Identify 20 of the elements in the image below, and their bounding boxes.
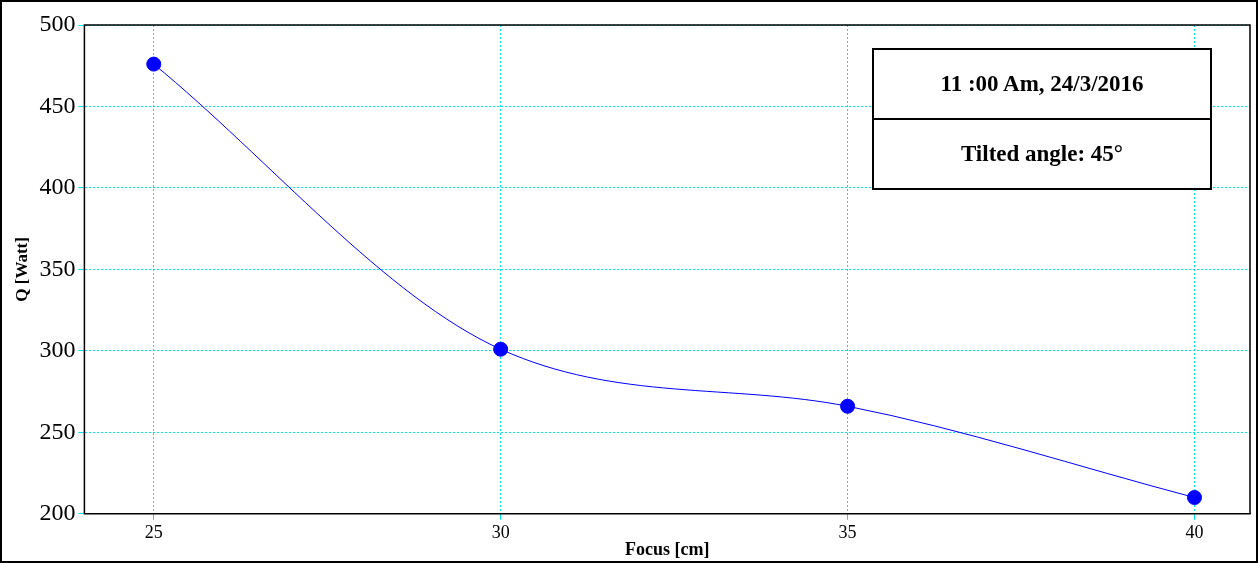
point [493,341,509,357]
x-tick-label: 30 [491,522,510,543]
x-tick-label: 25 [144,522,163,543]
y-tick-label: 500 [39,10,76,37]
y-tick-label: 450 [39,91,76,118]
y-axis-title: Q [Watt] [11,237,31,302]
point [1186,490,1202,506]
annotation: 11 :00 Am, 24/3/2016 [939,70,1145,98]
x-tick-label: 40 [1185,522,1204,543]
point [840,398,856,414]
annotation: Tilted angle: 45° [874,118,1210,188]
x-tick-label: 35 [838,522,857,543]
x-axis-title: Focus [cm] [624,538,710,559]
y-tick-label: 200 [39,499,76,526]
y-tick-label: 350 [39,254,76,281]
point [146,56,162,72]
y-tick-label: 300 [39,336,76,363]
note-box: 11 :00 Am, 24/3/2016 Tilted angle: 45° [872,48,1212,190]
y-tick-label: 400 [39,173,76,200]
y-tick-label: 250 [39,417,76,444]
